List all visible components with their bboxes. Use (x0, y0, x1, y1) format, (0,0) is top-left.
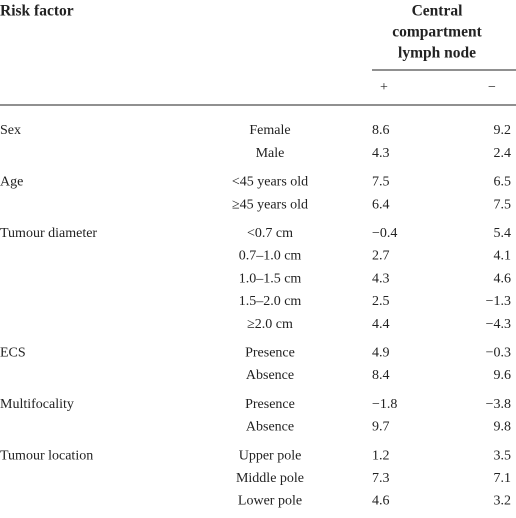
header-risk-factor: Risk factor (0, 3, 74, 20)
subcategory: 0.7–1.0 cm (239, 249, 302, 264)
subcategory: Upper pole (239, 448, 302, 463)
subcategory: Isthmus (248, 516, 292, 518)
risk-factor: Age (0, 175, 23, 190)
cell-minus: 7.1 (494, 471, 512, 486)
cell-minus: 2.4 (494, 146, 512, 161)
cell-plus: 7.3 (372, 471, 390, 486)
subcategory: Male (256, 146, 285, 161)
cell-plus: −0.4 (372, 226, 397, 241)
cell-plus: 4.3 (372, 146, 390, 161)
cell-minus: 3.2 (494, 494, 512, 509)
cell-plus: −1.8 (372, 397, 397, 412)
cell-minus: 9.8 (494, 420, 512, 435)
header-group: compartment (392, 24, 482, 41)
subcategory: Female (249, 123, 290, 138)
subcategory: Middle pole (236, 471, 304, 486)
cell-plus: 8.6 (372, 123, 390, 138)
subcategory: Presence (245, 397, 295, 412)
cell-plus: 9.7 (372, 420, 390, 435)
cell-minus: −1.3 (486, 294, 511, 309)
cell-plus: 2.7 (372, 249, 390, 264)
header-plus: + (380, 80, 388, 95)
cell-minus: −4.3 (486, 317, 511, 332)
risk-factor: Tumour diameter (0, 226, 97, 241)
cell-plus: 1.2 (372, 448, 390, 463)
cell-plus: 2.5 (372, 294, 390, 309)
risk-factor: Tumour location (0, 448, 93, 463)
cell-minus: 6.5 (494, 175, 512, 190)
cell-minus: 5.4 (494, 226, 512, 241)
cell-plus: 4.6 (372, 494, 390, 509)
subcategory: Presence (245, 346, 295, 361)
cell-minus: 7.5 (494, 197, 512, 212)
subcategory: <0.7 cm (247, 226, 293, 241)
cell-plus: 6.4 (372, 197, 390, 212)
risk-factor: Multifocality (0, 397, 74, 412)
subcategory: 1.5–2.0 cm (239, 294, 302, 309)
cell-minus: 3.5 (494, 448, 512, 463)
cell-plus: 7.5 (372, 175, 390, 190)
cell-minus: −3.8 (486, 397, 511, 412)
cell-plus: 8.4 (372, 368, 390, 383)
risk-factor: ECS (0, 346, 26, 361)
risk-factor: Sex (0, 123, 21, 138)
header-group: Central (412, 3, 463, 20)
cell-plus: 4.3 (372, 271, 390, 286)
cell-minus: 9.6 (494, 368, 512, 383)
subcategory: ≥2.0 cm (247, 317, 293, 332)
subcategory: Lower pole (238, 494, 302, 509)
cell-plus: 4.9 (372, 346, 390, 361)
cell-plus: 4.4 (372, 317, 390, 332)
cell-minus: −0.3 (486, 346, 511, 361)
subcategory: 1.0–1.5 cm (239, 271, 302, 286)
header-group: lymph node (398, 45, 476, 62)
cell-minus: −2.9 (486, 516, 511, 518)
header-minus: − (488, 80, 496, 95)
cell-minus: 4.1 (494, 249, 512, 264)
cell-minus: 9.2 (494, 123, 512, 138)
subcategory: <45 years old (232, 175, 308, 190)
subcategory: ≥45 years old (232, 197, 308, 212)
cell-plus: −3.9 (372, 516, 397, 518)
cell-minus: 4.6 (494, 271, 512, 286)
subcategory: Absence (246, 420, 294, 435)
subcategory: Absence (246, 368, 294, 383)
